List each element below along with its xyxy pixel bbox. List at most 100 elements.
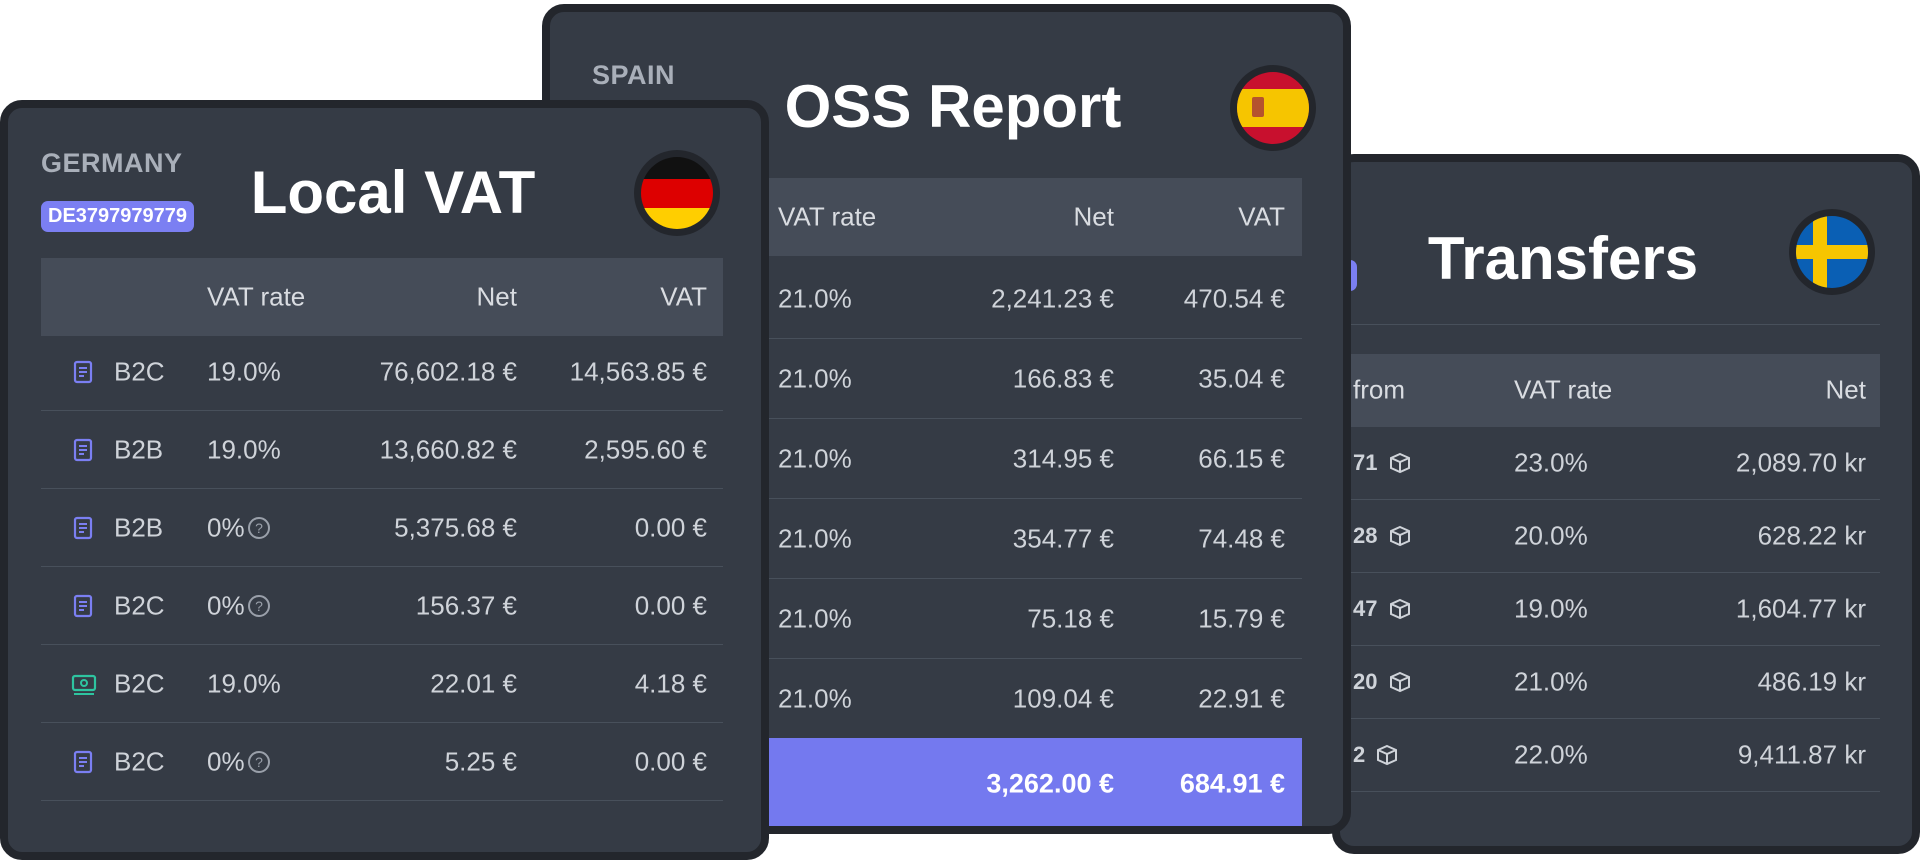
column-header: Net xyxy=(1825,374,1866,405)
help-icon: ? xyxy=(247,594,271,623)
sweden-card: 646TransfersfromVAT rateNet7123.0%2,089.… xyxy=(1332,154,1920,854)
card-title: OSS Report xyxy=(784,73,1122,140)
net: 354.77 € xyxy=(1012,523,1114,554)
card-title: Transfers xyxy=(1427,225,1699,292)
receipt-icon xyxy=(71,359,97,390)
column-header: VAT xyxy=(1238,201,1285,232)
row-line xyxy=(41,800,723,801)
row-line xyxy=(41,488,723,489)
vat-rate: 19.0% xyxy=(207,434,281,465)
vat: 74.48 € xyxy=(1198,523,1285,554)
net: 486.19 kr xyxy=(1757,666,1866,697)
table-header xyxy=(41,258,723,336)
vat-rate: 21.0% xyxy=(778,443,852,474)
from-id: 28 xyxy=(1353,523,1378,548)
sale-type: B2C xyxy=(114,746,165,777)
sale-type: B2B xyxy=(114,512,164,543)
svg-text:?: ? xyxy=(255,520,263,536)
sale-type: B2C xyxy=(114,668,165,699)
net: 13,660.82 € xyxy=(379,434,517,465)
row-line xyxy=(550,498,1302,499)
country: GERMANY xyxy=(41,148,183,178)
row-line xyxy=(550,338,1302,339)
flag xyxy=(634,150,720,236)
vat-rate: 20.0% xyxy=(1514,520,1588,551)
vat-rate: 19.0% xyxy=(207,356,281,387)
net: 75.18 € xyxy=(1027,603,1114,634)
row-line xyxy=(550,658,1302,659)
vat: 470.54 € xyxy=(1183,283,1285,314)
country: SPAIN xyxy=(592,60,676,90)
net: 628.22 kr xyxy=(1757,520,1866,551)
card-title: Local VAT xyxy=(250,159,536,226)
net: 5,375.68 € xyxy=(394,512,517,543)
help-icon: ? xyxy=(247,516,271,545)
net: 156.37 € xyxy=(415,590,517,621)
net: 76,602.18 € xyxy=(379,356,517,387)
vat: 15.79 € xyxy=(1198,603,1285,634)
vat-rate: 22.0% xyxy=(1514,739,1588,770)
row-line xyxy=(1340,791,1880,792)
receipt-icon xyxy=(71,593,97,624)
vat-rate: 21.0% xyxy=(778,603,852,634)
from-id: 20 xyxy=(1353,669,1378,694)
package-icon xyxy=(1389,671,1411,698)
package-icon xyxy=(1389,525,1411,552)
page: { "sweden": { "title": "Transfers", "bad… xyxy=(0,4,1920,860)
from-id: 47 xyxy=(1353,596,1378,621)
receipt-icon xyxy=(71,437,97,468)
row-line xyxy=(41,722,723,723)
table-header xyxy=(1340,354,1880,427)
net: 314.95 € xyxy=(1012,443,1114,474)
vat-rate: 19.0% xyxy=(207,668,281,699)
flag xyxy=(1230,65,1316,151)
net: 109.04 € xyxy=(1012,683,1114,714)
receipt-icon xyxy=(71,515,97,546)
net: 5.25 € xyxy=(444,746,517,777)
column-header: from xyxy=(1353,374,1405,405)
row-line xyxy=(41,410,723,411)
row-line xyxy=(1340,572,1880,573)
vat-rate: 0% xyxy=(207,512,245,543)
row-line xyxy=(1340,499,1880,500)
vat: 35.04 € xyxy=(1198,363,1285,394)
vat-rate: 0% xyxy=(207,590,245,621)
row-line xyxy=(550,418,1302,419)
row-line xyxy=(41,566,723,567)
sale-type: B2C xyxy=(114,590,165,621)
vat-rate: 21.0% xyxy=(1514,666,1588,697)
net: 22.01 € xyxy=(430,668,517,699)
vat: 0.00 € xyxy=(634,746,707,777)
row-line xyxy=(1340,718,1880,719)
vat: 22.91 € xyxy=(1198,683,1285,714)
net: 9,411.87 kr xyxy=(1737,739,1866,770)
package-icon xyxy=(1376,744,1398,771)
package-icon xyxy=(1389,452,1411,479)
vat: 4.18 € xyxy=(634,668,707,699)
vat: 66.15 € xyxy=(1198,443,1285,474)
vat-rate: 23.0% xyxy=(1514,447,1588,478)
row-line xyxy=(41,644,723,645)
svg-text:?: ? xyxy=(255,598,263,614)
flag xyxy=(1789,209,1875,295)
vat-rate: 19.0% xyxy=(1514,593,1588,624)
cash-icon xyxy=(71,671,97,702)
row-line xyxy=(550,578,1302,579)
vat-rate: 21.0% xyxy=(778,683,852,714)
sale-type: B2B xyxy=(114,434,164,465)
net: 2,241.23 € xyxy=(991,283,1114,314)
total-vat: 684.91 € xyxy=(1179,768,1285,799)
sale-type: B2C xyxy=(114,356,165,387)
column-header: VAT rate xyxy=(778,201,877,232)
help-icon: ? xyxy=(247,750,271,779)
germany-card: GERMANY DE3797979779 Local VAT VAT rate Net V… xyxy=(0,100,769,860)
from-id: 71 xyxy=(1353,450,1378,475)
column-header: Net xyxy=(1073,201,1114,232)
net: 166.83 € xyxy=(1012,363,1114,394)
net: 1,604.77 kr xyxy=(1735,593,1866,624)
column-header: VAT xyxy=(660,281,707,312)
badge: DE3797979779 xyxy=(41,201,195,232)
vat-rate: 21.0% xyxy=(778,283,852,314)
vat: 2,595.60 € xyxy=(584,434,707,465)
vat-rate: 0% xyxy=(207,746,245,777)
